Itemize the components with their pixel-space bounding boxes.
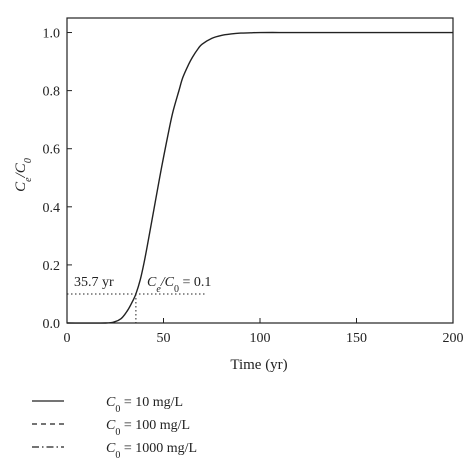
y-axis-ticks: 0.0 0.2 0.4 0.6 0.8 1.0 — [43, 27, 72, 332]
x-tick-label: 150 — [346, 331, 367, 346]
x-axis-ticks: 0 50 100 150 200 — [64, 318, 464, 346]
y-axis-label: Ce/C0 — [13, 158, 34, 192]
annotation-ratio: Ce/C0 = 0.1 — [147, 275, 211, 295]
x-tick-label: 100 — [250, 331, 271, 346]
y-tick-label: 0.2 — [43, 259, 61, 274]
plot-frame — [66, 17, 454, 324]
y-tick-label: 0.6 — [43, 143, 61, 158]
series-line-0 — [66, 31, 453, 324]
y-tick-label: 1.0 — [43, 27, 61, 42]
legend-label-100: C0 = 100 mg/L — [106, 418, 190, 438]
legend-label-1000: C0 = 1000 mg/L — [106, 441, 197, 461]
y-tick-label: 0.0 — [43, 317, 61, 332]
x-tick-label: 0 — [64, 331, 71, 346]
x-tick-label: 200 — [443, 331, 464, 346]
x-tick-label: 50 — [157, 331, 171, 346]
x-axis-label: Time (yr) — [230, 357, 287, 373]
annotation-time: 35.7 yr — [74, 275, 114, 290]
plot-area — [66, 17, 454, 324]
y-tick-label: 0.8 — [43, 85, 61, 100]
annotations — [67, 293, 206, 323]
legend: C0 = 10 mg/L C0 = 100 mg/L C0 = 1000 mg/… — [32, 395, 197, 461]
y-tick-label: 0.4 — [43, 201, 61, 216]
legend-label-10: C0 = 10 mg/L — [106, 395, 183, 415]
